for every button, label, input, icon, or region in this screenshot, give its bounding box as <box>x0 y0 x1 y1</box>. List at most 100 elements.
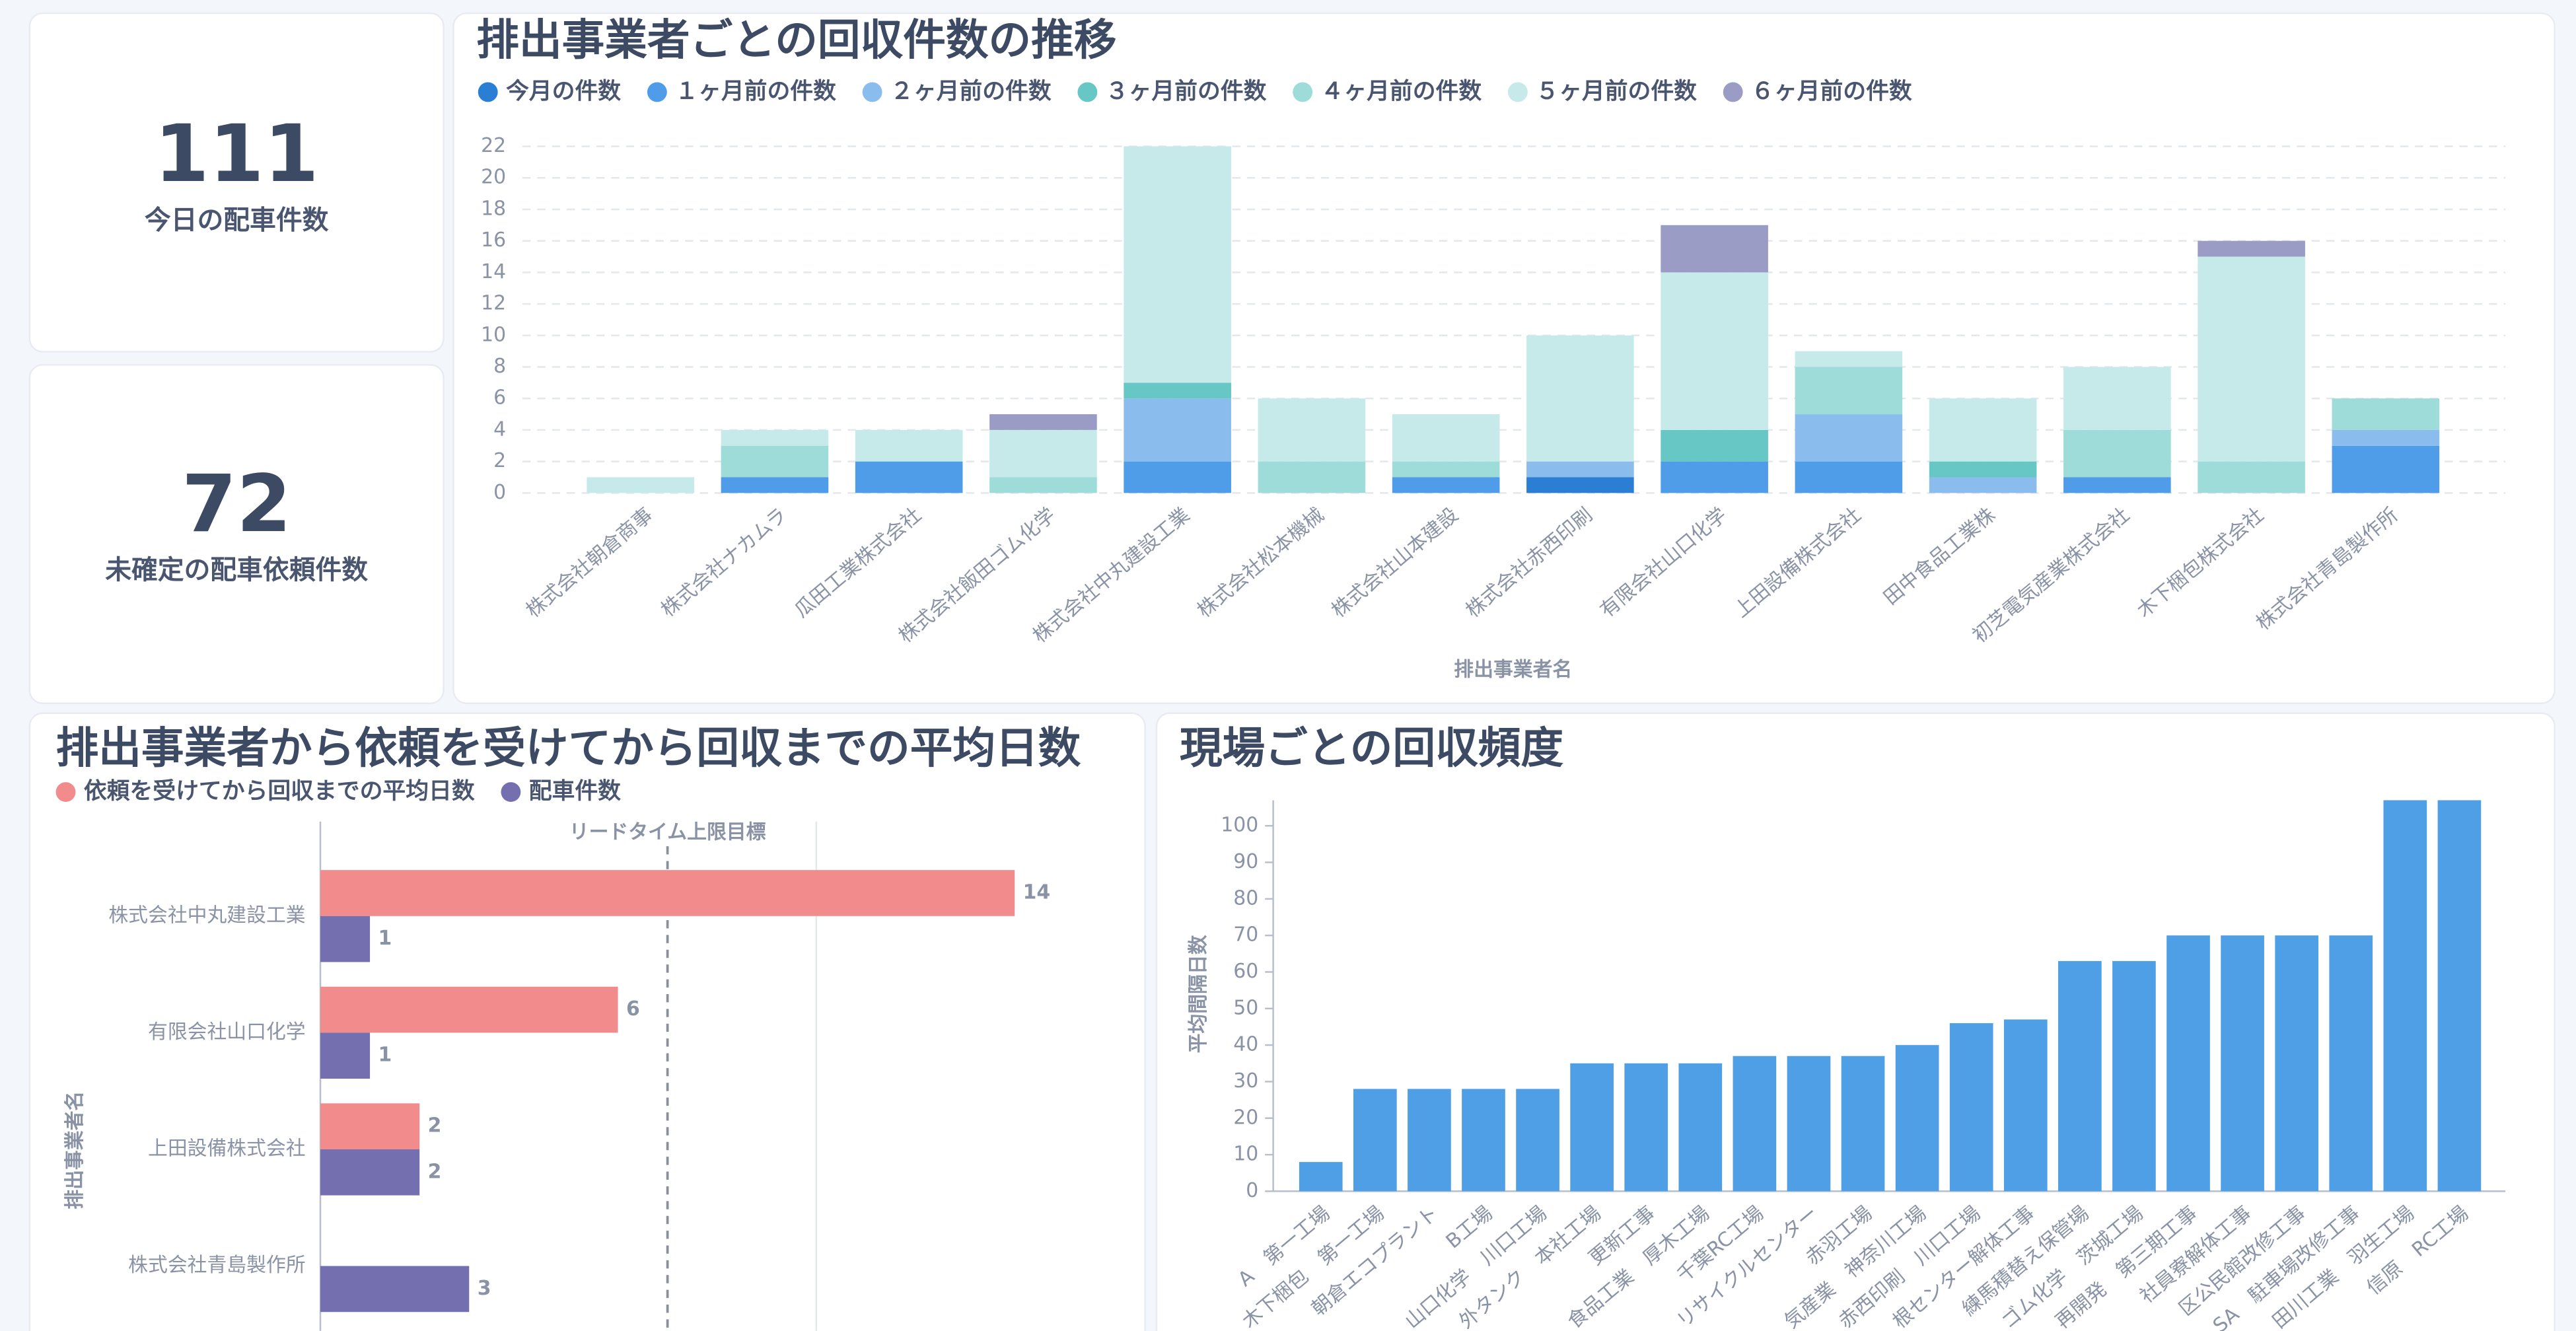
kpi-label: 未確定の配車依頼件数 <box>105 555 368 585</box>
bar <box>2112 960 2156 1192</box>
y-tick-label: 10 <box>481 323 506 346</box>
bar-segment <box>2332 398 2440 430</box>
chart-title: 排出事業者から依頼を受けてから回収までの平均日数 <box>56 723 1081 773</box>
y-tick-label: 40 <box>1233 1033 1258 1056</box>
bar-segment <box>1929 398 2037 462</box>
bar-segment <box>2063 429 2171 478</box>
bar-segment <box>989 429 1097 478</box>
bar <box>1570 1063 1614 1192</box>
y-tick-label: 18 <box>481 197 506 220</box>
bar-segment <box>1929 477 2037 493</box>
chart-title: 排出事業者ごとの回収件数の推移 <box>476 15 1116 65</box>
bar-segment <box>2198 240 2305 257</box>
bar <box>2437 800 2482 1192</box>
bar <box>1516 1089 1559 1192</box>
bar <box>2166 935 2210 1192</box>
legend-label: ３ヶ月前の件数 <box>1106 78 1267 104</box>
data-label: 1 <box>378 927 392 950</box>
bar <box>2383 800 2427 1192</box>
legend-swatch <box>1507 82 1528 102</box>
y-tick-label: 有限会社山口化学 <box>148 1021 306 1044</box>
bar-segment <box>1661 429 1768 462</box>
bar-segment <box>1795 461 1903 493</box>
x-axis-title: 排出事業者名 <box>1454 658 1572 681</box>
legend-swatch <box>1077 82 1098 102</box>
y-tick-label: 20 <box>1233 1106 1258 1129</box>
bar <box>1949 1023 1993 1192</box>
data-label: 14 <box>1023 881 1051 904</box>
chart-title: 現場ごとの回収頻度 <box>1180 723 1564 773</box>
bar-segment <box>989 414 1097 430</box>
bar-segment <box>1124 398 1231 462</box>
bar-segment <box>1124 382 1231 399</box>
y-tick-label: 90 <box>1233 850 1258 873</box>
bar-segment <box>587 477 694 493</box>
data-label: 3 <box>478 1277 491 1300</box>
bar <box>320 1149 420 1196</box>
bar <box>1299 1162 1343 1192</box>
y-tick-label: 6 <box>493 386 506 410</box>
y-axis-title: 排出事業者名 <box>63 1091 87 1209</box>
legend-label: １ヶ月前の件数 <box>675 78 836 104</box>
bar <box>2329 935 2373 1192</box>
bar-segment <box>855 461 963 493</box>
kpi-value: 111 <box>155 108 319 200</box>
data-label: 6 <box>626 997 640 1021</box>
bar-segment <box>855 429 963 462</box>
bar <box>1408 1089 1451 1192</box>
bar <box>2058 960 2102 1192</box>
bar <box>2221 935 2264 1192</box>
y-tick-label: 4 <box>493 417 506 441</box>
bar-segment <box>1392 477 1500 493</box>
y-tick-label: 上田設備株式会社 <box>148 1137 306 1160</box>
y-tick-label: 16 <box>481 229 506 252</box>
y-tick-label: 2 <box>493 449 506 472</box>
y-tick-label: 10 <box>1233 1143 1258 1166</box>
bar-segment <box>1392 461 1500 478</box>
legend-label: ２ヶ月前の件数 <box>890 78 1052 104</box>
legend-label: ４ヶ月前の件数 <box>1321 78 1482 104</box>
data-label: 2 <box>428 1114 442 1137</box>
y-tick-label: 12 <box>481 292 506 315</box>
bar-segment <box>1392 414 1500 462</box>
y-tick-label: 70 <box>1233 923 1258 947</box>
bar-segment <box>1661 272 1768 430</box>
bar-segment <box>2198 256 2305 462</box>
bar <box>2275 935 2319 1192</box>
bar-segment <box>2063 367 2171 430</box>
y-tick-label: 100 <box>1221 814 1258 837</box>
bar-segment <box>989 477 1097 493</box>
bar-segment <box>1661 461 1768 493</box>
bar-segment <box>1258 461 1366 493</box>
y-tick-label: 14 <box>481 260 506 283</box>
data-label: 2 <box>428 1160 442 1183</box>
bar-segment <box>2198 461 2305 493</box>
bar-segment <box>2063 477 2171 493</box>
bar-segment <box>721 445 829 478</box>
legend-swatch <box>862 82 882 102</box>
legend-swatch <box>478 82 498 102</box>
kpi-value: 72 <box>182 458 291 550</box>
bar-segment <box>2332 429 2440 446</box>
y-tick-label: 株式会社中丸建設工業 <box>108 904 305 927</box>
bar <box>320 1266 470 1313</box>
legend-label: 依頼を受けてから回収までの平均日数 <box>84 778 475 805</box>
bar-segment <box>721 429 829 446</box>
legend-label: ６ヶ月前の件数 <box>1751 78 1912 104</box>
bar-segment <box>1526 477 1634 493</box>
bar-segment <box>1929 461 2037 478</box>
bar <box>1462 1089 1505 1192</box>
y-tick-label: 8 <box>493 355 506 378</box>
legend-swatch <box>1723 82 1743 102</box>
bar-segment <box>1795 351 1903 367</box>
legend-swatch <box>501 782 521 802</box>
legend-swatch <box>647 82 667 102</box>
bar-segment <box>1661 225 1768 273</box>
bar <box>1678 1063 1723 1192</box>
bar <box>1733 1056 1777 1192</box>
data-label: 1 <box>378 1044 392 1067</box>
bar <box>1787 1056 1831 1192</box>
bar <box>1624 1063 1668 1192</box>
y-tick-label: 50 <box>1233 996 1258 1019</box>
